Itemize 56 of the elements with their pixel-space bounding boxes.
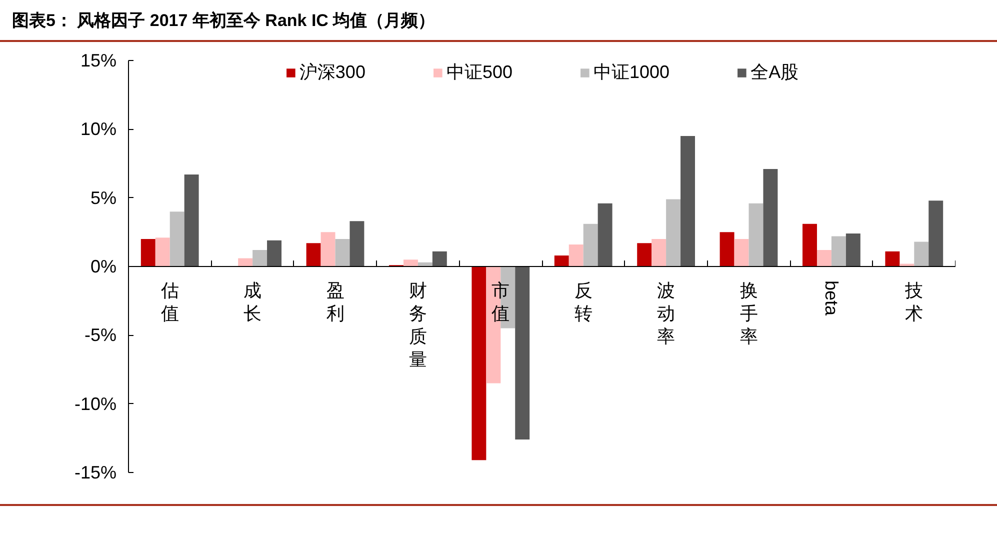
bar <box>816 250 832 266</box>
chart-title: 图表5： 风格因子 2017 年初至今 Rank IC 均值（月频） <box>12 10 436 32</box>
bar <box>831 236 846 266</box>
legend-label: 沪深300 <box>299 61 366 84</box>
bar <box>184 174 199 266</box>
bar <box>637 243 652 266</box>
legend-label: 中证1000 <box>594 61 670 84</box>
bar <box>170 212 184 266</box>
bar <box>763 168 778 266</box>
bar <box>306 243 321 266</box>
x-tick-label: 波动率 <box>657 280 676 346</box>
legend-label: 全A股 <box>750 61 799 84</box>
x-tick-label: 盈利 <box>326 280 344 324</box>
bar <box>652 239 666 266</box>
x-tick-label: 成长 <box>244 280 262 324</box>
bar <box>267 240 282 266</box>
y-tick-label: -10% <box>74 394 117 414</box>
bar <box>720 232 734 266</box>
bar <box>335 239 350 266</box>
bar <box>666 199 681 266</box>
x-tick-label: 反转 <box>574 280 592 324</box>
bar <box>403 260 418 266</box>
legend-label: 中证500 <box>446 61 513 84</box>
bar <box>914 242 929 266</box>
bar <box>320 232 336 266</box>
bar <box>928 200 944 266</box>
bar <box>350 221 364 266</box>
y-tick-label: 15% <box>80 50 117 70</box>
x-tick-label: 换手率 <box>740 280 758 346</box>
x-tick-label: 估值 <box>160 280 179 324</box>
bar <box>140 239 156 266</box>
bar <box>734 239 749 266</box>
y-tick-label: 5% <box>90 188 116 208</box>
bar <box>472 266 486 460</box>
bar <box>432 251 447 266</box>
bar <box>802 224 817 266</box>
y-tick-label: -5% <box>84 325 117 346</box>
bar <box>238 258 253 266</box>
bar <box>748 203 764 266</box>
bar <box>583 224 598 266</box>
y-tick-label: -15% <box>74 462 117 482</box>
x-tick-label: 财务质量 <box>408 280 427 370</box>
x-tick-label: beta <box>821 280 842 317</box>
bar <box>252 250 268 266</box>
x-tick-label: 市值 <box>492 280 510 324</box>
bar <box>554 256 569 266</box>
bar <box>598 203 612 266</box>
bar <box>846 234 860 266</box>
x-tick-label: 技术 <box>904 280 924 324</box>
bar <box>155 238 170 266</box>
bar <box>515 266 530 440</box>
bar <box>680 136 695 266</box>
bar <box>885 251 900 266</box>
y-tick-label: 0% <box>90 256 116 276</box>
y-tick-label: 10% <box>80 119 117 140</box>
bar <box>568 244 584 266</box>
